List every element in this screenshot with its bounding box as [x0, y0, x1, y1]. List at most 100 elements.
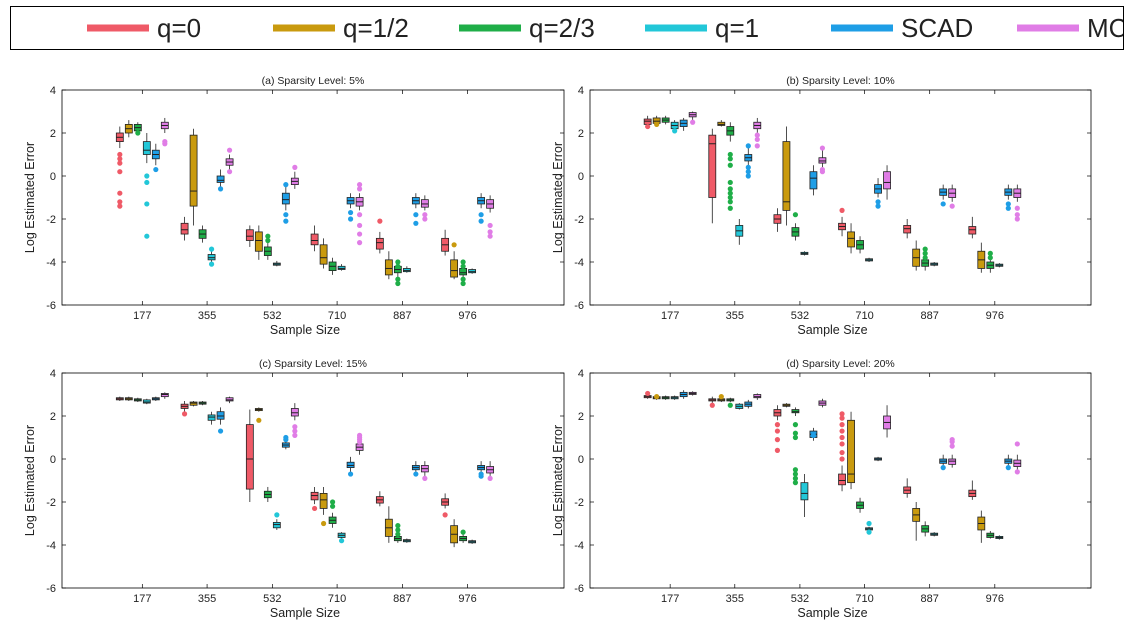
- box-iqr: [310, 491, 319, 501]
- box-iqr: [921, 525, 930, 533]
- box-iqr: [272, 262, 281, 266]
- box-iqr: [207, 254, 216, 261]
- box-iqr: [847, 419, 855, 484]
- box-iqr: [818, 400, 827, 406]
- chart-title: (c) Sparsity Level: 15%: [259, 358, 367, 370]
- box-iqr: [679, 391, 688, 398]
- box-plot: [115, 126, 124, 209]
- outlier-point: [866, 520, 872, 527]
- outlier-point: [810, 432, 817, 438]
- x-tick-label: 887: [393, 593, 411, 605]
- box-plot: [717, 394, 726, 403]
- outlier-point: [117, 156, 123, 162]
- legend-entry: SCAD: [831, 13, 973, 43]
- outlier-point: [292, 164, 298, 170]
- box-plot: [874, 456, 882, 462]
- box-iqr: [912, 508, 921, 522]
- outlier-point: [987, 255, 993, 261]
- x-tick-label: 887: [393, 310, 411, 322]
- outlier-point: [487, 222, 493, 229]
- box-iqr: [198, 229, 207, 239]
- box-iqr: [263, 490, 272, 499]
- box-plot: [245, 409, 254, 502]
- box-iqr: [670, 396, 679, 400]
- box-plot: [809, 427, 818, 441]
- legend-label: q=0: [157, 13, 201, 43]
- box-iqr: [708, 134, 717, 198]
- box-plot: [189, 128, 198, 226]
- outlier-point: [217, 428, 224, 434]
- box-iqr: [1004, 458, 1013, 464]
- box-iqr: [124, 397, 133, 401]
- box-iqr: [1013, 459, 1022, 467]
- box-plot: [652, 394, 661, 400]
- box-iqr: [1004, 188, 1013, 196]
- box-iqr: [115, 132, 124, 142]
- outlier-point: [460, 529, 466, 535]
- outlier-point: [792, 430, 799, 436]
- x-tick-label: 976: [986, 593, 1004, 605]
- box-iqr: [486, 199, 495, 209]
- box-plot: [708, 396, 717, 408]
- box-plot: [874, 178, 882, 209]
- chart-panel: (a) Sparsity Level: 5% -6 -4 -2 0 2 4 Log Estim…: [23, 75, 565, 337]
- y-tick-label: 4: [578, 368, 584, 380]
- box-plot: [216, 169, 225, 192]
- box-iqr: [865, 258, 873, 262]
- box-plot: [375, 491, 384, 507]
- outlier-point: [162, 139, 168, 145]
- box-plot: [459, 259, 468, 287]
- outlier-point: [645, 123, 651, 130]
- box-plot: [883, 165, 891, 200]
- box-iqr: [160, 393, 169, 398]
- box-iqr: [477, 197, 486, 205]
- outlier-point: [256, 417, 262, 423]
- y-tick-label: -6: [46, 583, 56, 595]
- outlier-point: [460, 276, 466, 282]
- outlier-point: [265, 233, 271, 239]
- box-iqr: [180, 222, 189, 235]
- outlier-point: [144, 179, 150, 186]
- box-plot: [393, 259, 402, 287]
- y-tick-label: -4: [46, 257, 56, 269]
- box-plot: [809, 165, 818, 196]
- outlier-point: [226, 169, 233, 175]
- outlier-point: [727, 199, 733, 205]
- box-plot: [263, 233, 272, 260]
- box-iqr: [912, 248, 921, 267]
- outlier-point: [356, 439, 363, 445]
- box-iqr: [337, 265, 346, 270]
- outlier-point: [338, 538, 345, 544]
- outlier-point: [274, 512, 280, 518]
- box-plot: [151, 396, 160, 401]
- box-plot: [450, 519, 459, 548]
- outlier-point: [839, 434, 845, 441]
- box-iqr: [930, 262, 939, 266]
- outlier-point: [292, 432, 298, 438]
- box-iqr: [903, 225, 912, 234]
- box-plot: [468, 539, 477, 544]
- box-iqr: [384, 259, 393, 276]
- box-iqr: [263, 246, 272, 256]
- box-plot: [968, 480, 977, 500]
- box-iqr: [679, 119, 688, 127]
- chart-panel: (b) Sparsity Level: 10% -6 -4 -2 0 2 4 Log Esti…: [551, 75, 1092, 337]
- outlier-point: [478, 218, 484, 224]
- box-iqr: [411, 465, 420, 471]
- x-tick-label: 177: [661, 593, 679, 605]
- box-plot: [661, 115, 670, 125]
- box-iqr: [411, 197, 420, 205]
- box-plot: [744, 143, 753, 179]
- y-tick-label: -4: [46, 540, 56, 552]
- box-plot: [726, 397, 735, 408]
- box-iqr: [661, 117, 670, 123]
- legend-label: SCAD: [901, 13, 973, 43]
- box-iqr: [245, 229, 254, 241]
- box-iqr: [753, 121, 762, 130]
- box-plot: [670, 395, 679, 400]
- outlier-point: [839, 456, 845, 462]
- outlier-point: [949, 203, 955, 209]
- box-plot: [198, 225, 207, 243]
- box-plot: [384, 251, 393, 280]
- outlier-point: [727, 179, 733, 186]
